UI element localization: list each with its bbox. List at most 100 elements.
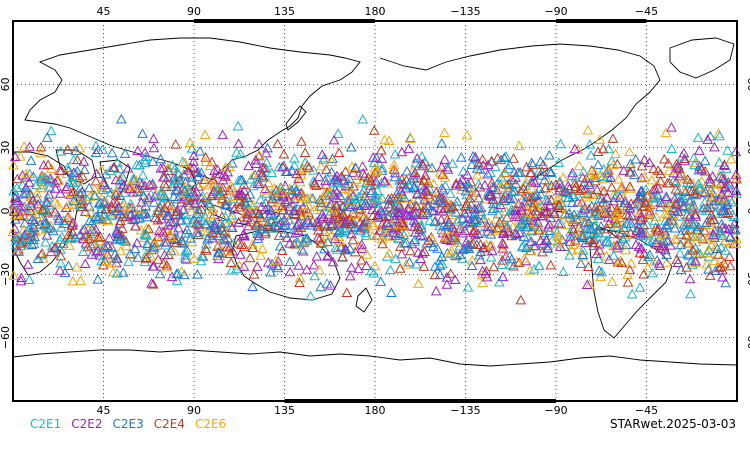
observation-marker	[388, 203, 400, 214]
observation-marker	[447, 201, 459, 211]
observation-marker	[494, 178, 506, 189]
observation-marker	[434, 200, 445, 211]
observation-marker	[672, 206, 684, 216]
observation-marker	[346, 186, 358, 197]
observation-marker	[194, 145, 206, 156]
observation-marker	[552, 236, 564, 247]
observation-marker	[464, 192, 476, 203]
observation-marker	[375, 225, 386, 235]
observation-marker	[42, 159, 54, 170]
observation-marker	[308, 204, 320, 215]
observation-marker	[50, 183, 61, 193]
observation-marker	[405, 133, 416, 143]
observation-marker	[498, 238, 509, 249]
observation-marker	[382, 178, 394, 188]
observation-marker	[581, 279, 593, 289]
observation-marker	[693, 164, 705, 175]
observation-marker	[452, 216, 464, 226]
observation-marker	[395, 241, 406, 251]
observation-marker	[209, 222, 221, 233]
observation-marker	[385, 264, 396, 275]
observation-marker	[53, 215, 65, 225]
observation-marker	[208, 177, 220, 188]
observation-marker	[408, 173, 420, 183]
observation-marker	[477, 153, 488, 164]
observation-marker	[172, 184, 183, 194]
observation-marker	[75, 275, 86, 285]
observation-marker	[140, 200, 152, 211]
observation-marker	[611, 240, 623, 250]
observation-marker	[573, 160, 585, 170]
observation-marker	[545, 167, 557, 177]
lon-tick-label-top: −45	[635, 5, 658, 18]
observation-marker	[321, 171, 333, 182]
observation-marker	[415, 253, 427, 264]
observation-marker	[589, 175, 601, 186]
observation-marker	[10, 235, 22, 246]
observation-marker	[577, 249, 589, 259]
observation-marker	[212, 164, 223, 174]
observation-marker	[274, 240, 286, 251]
observation-marker	[568, 239, 579, 249]
observation-marker	[647, 184, 659, 195]
observation-marker	[170, 185, 181, 195]
observation-marker	[361, 199, 373, 210]
observation-marker	[417, 203, 429, 214]
observation-marker	[329, 176, 341, 187]
observation-marker	[365, 175, 377, 185]
observation-marker	[200, 152, 212, 162]
observation-marker	[580, 237, 591, 248]
observation-marker	[18, 141, 30, 151]
observation-marker	[686, 259, 698, 269]
observation-marker	[421, 207, 433, 218]
observation-marker	[226, 209, 238, 220]
observation-marker	[620, 244, 632, 255]
observation-marker	[331, 244, 343, 254]
observation-marker	[207, 203, 219, 214]
observation-marker	[439, 154, 451, 164]
observation-marker	[95, 231, 106, 242]
observation-marker	[493, 276, 505, 287]
observation-marker	[132, 252, 144, 262]
lon-tick-label-top: −135	[450, 5, 480, 18]
observation-marker	[308, 164, 319, 175]
observation-marker	[713, 249, 724, 259]
observation-marker	[307, 193, 319, 203]
observation-marker	[42, 206, 53, 217]
observation-marker	[171, 268, 182, 279]
observation-marker	[394, 174, 405, 185]
observation-marker	[555, 218, 567, 229]
observation-marker	[671, 254, 683, 264]
observation-marker	[8, 206, 20, 216]
observation-marker	[636, 243, 647, 253]
observation-marker	[419, 246, 430, 256]
observation-marker	[624, 166, 636, 177]
observation-marker	[503, 163, 514, 173]
observation-marker	[332, 128, 344, 138]
observation-marker	[114, 174, 126, 185]
observation-marker	[293, 225, 304, 236]
observation-marker	[660, 191, 672, 201]
observation-marker	[375, 144, 387, 155]
observation-marker	[701, 217, 712, 227]
observation-marker	[309, 270, 320, 281]
observation-marker	[433, 195, 444, 206]
observation-marker	[220, 199, 232, 209]
observation-marker	[482, 159, 494, 170]
observation-marker	[461, 169, 473, 179]
observation-marker	[345, 201, 356, 211]
observation-marker	[22, 259, 34, 269]
observation-marker	[674, 247, 686, 258]
observation-marker	[553, 217, 564, 228]
observation-marker	[661, 257, 673, 267]
observation-marker	[139, 180, 151, 191]
observation-marker	[376, 233, 388, 244]
observation-marker	[703, 245, 715, 255]
observation-marker	[403, 143, 415, 153]
observation-marker	[412, 221, 424, 232]
observation-marker	[615, 184, 627, 195]
observation-marker	[25, 155, 37, 165]
observation-marker	[454, 249, 466, 259]
observation-marker	[12, 195, 24, 206]
observation-marker	[496, 214, 508, 225]
